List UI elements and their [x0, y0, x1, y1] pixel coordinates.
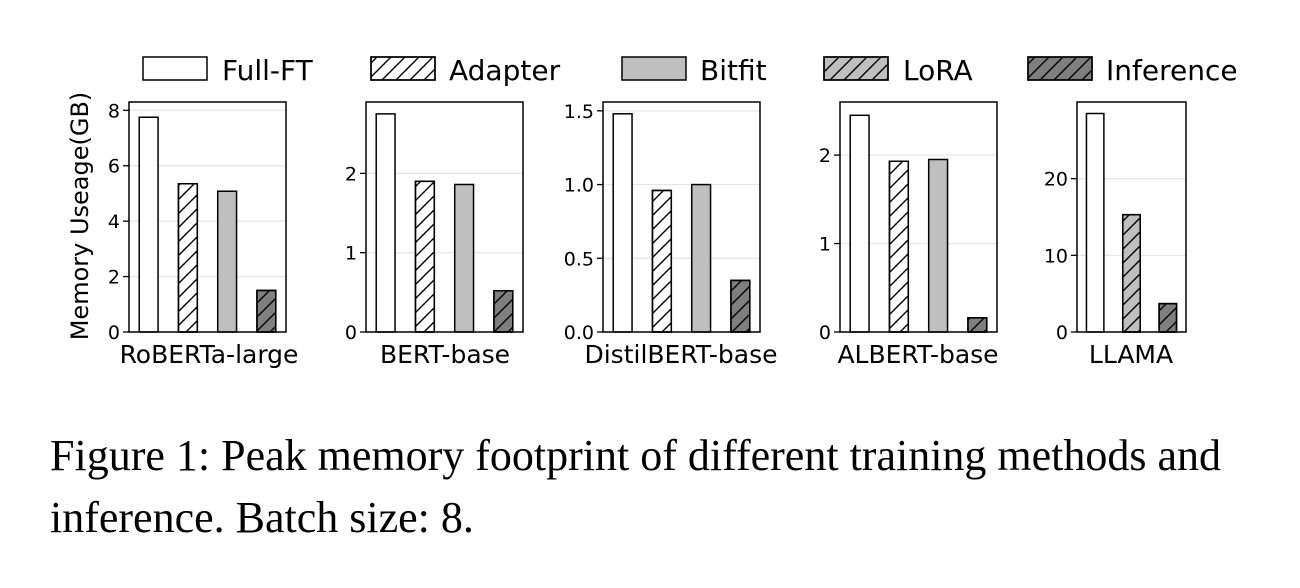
y-tick-label: 0.0	[564, 322, 594, 344]
legend-swatch-hatch	[1027, 56, 1093, 81]
x-axis-label: BERT-base	[380, 340, 510, 369]
bar-bert-base-full-ft	[375, 113, 396, 333]
y-tick-label: 4	[108, 211, 120, 233]
y-tick-label: 10	[1044, 245, 1068, 267]
panel-albert-base: 0 1 2 ALBERT-base	[819, 101, 999, 369]
y-tick-label: 8	[108, 100, 120, 122]
bar-albert-base-bitfit	[927, 158, 949, 333]
y-tick-label: 1.5	[564, 101, 594, 123]
y-tick-label: 1	[819, 234, 831, 256]
axes-frame	[128, 101, 287, 333]
figure-caption: Figure 1: Peak memory footprint of diffe…	[50, 431, 1222, 542]
y-tick-label: 0	[819, 322, 831, 344]
panel-bert-base: 0 1 2 BERT-base	[345, 101, 524, 369]
legend-swatch-hatch	[370, 56, 436, 81]
bar-roberta-large-inference-hatch	[256, 289, 277, 333]
y-tick-label: 2	[345, 163, 357, 185]
bar-distilbert-base-inference-hatch	[730, 279, 751, 333]
bar-roberta-large-bitfit	[216, 190, 238, 333]
y-tick-label: 1	[345, 243, 357, 265]
bar-albert-base-inference-hatch	[967, 317, 988, 333]
bar-roberta-large-full-ft	[138, 116, 159, 333]
y-tick-label: 1.0	[564, 175, 594, 197]
bar-bert-base-bitfit	[453, 183, 475, 333]
legend-label-bitfit: Bitfit	[700, 54, 767, 87]
y-tick-label: 0	[108, 322, 120, 344]
bar-distilbert-base-full-ft	[612, 113, 633, 333]
y-tick-label: 0.5	[564, 248, 594, 270]
y-tick-label: 0	[345, 322, 357, 344]
bar-roberta-large-adapter-hatch	[177, 182, 199, 333]
axes-frame	[839, 101, 998, 333]
y-axis-label: Memory Useage(GB)	[66, 92, 94, 341]
bar-distilbert-base-bitfit	[690, 183, 712, 333]
y-tick-label: 20	[1044, 169, 1068, 191]
bar-distilbert-base-adapter-hatch	[651, 189, 673, 333]
y-tick-label: 6	[108, 156, 120, 178]
bar-chart-figure: Full-FT Adapter Bitfit LoRA Inference Memory…	[66, 54, 1238, 369]
y-tick-label: 0	[1056, 322, 1068, 344]
panel-llama: 0 10 20 LLAMA	[1044, 101, 1187, 369]
legend-label-inference: Inference	[1106, 54, 1238, 87]
legend-swatch-full-ft	[142, 56, 208, 81]
y-tick-label: 2	[108, 267, 120, 289]
legend-label-adapter: Adapter	[449, 54, 561, 87]
x-axis-label: LLAMA	[1089, 340, 1173, 369]
bar-albert-base-full-ft	[849, 114, 870, 333]
axes-frame	[365, 101, 524, 333]
chart-panels: 02468RoBERTa-large012BERT-base0.00.51.01…	[108, 100, 1187, 369]
legend-label-lora: LoRA	[903, 54, 973, 87]
axes-frame	[1076, 101, 1187, 333]
panel-distilbert-base: 0.0 0.5 1.0 1.5 DistilBERT-base	[564, 101, 778, 369]
x-axis-label: DistilBERT-base	[584, 340, 777, 369]
panel-roberta-large: 0 2 4 6 8 RoBERTa-large	[108, 100, 299, 369]
bar-llama-lora-hatch	[1122, 213, 1141, 333]
x-axis-label: RoBERTa-large	[120, 340, 299, 369]
y-tick-label: 2	[819, 145, 831, 167]
bar-albert-base-adapter-hatch	[888, 160, 910, 333]
legend-swatch-bitfit	[621, 56, 687, 81]
legend: Full-FT Adapter Bitfit LoRA Inference	[142, 54, 1238, 87]
bar-llama-full-ft	[1085, 112, 1105, 333]
axes-frame	[602, 101, 761, 333]
legend-label-full-ft: Full-FT	[222, 54, 314, 87]
bar-bert-base-adapter-hatch	[414, 180, 436, 333]
x-axis-label: ALBERT-base	[837, 340, 998, 369]
bar-bert-base-inference-hatch	[493, 290, 514, 333]
legend-swatch-hatch	[823, 56, 889, 81]
bar-llama-inference-hatch	[1158, 302, 1178, 333]
